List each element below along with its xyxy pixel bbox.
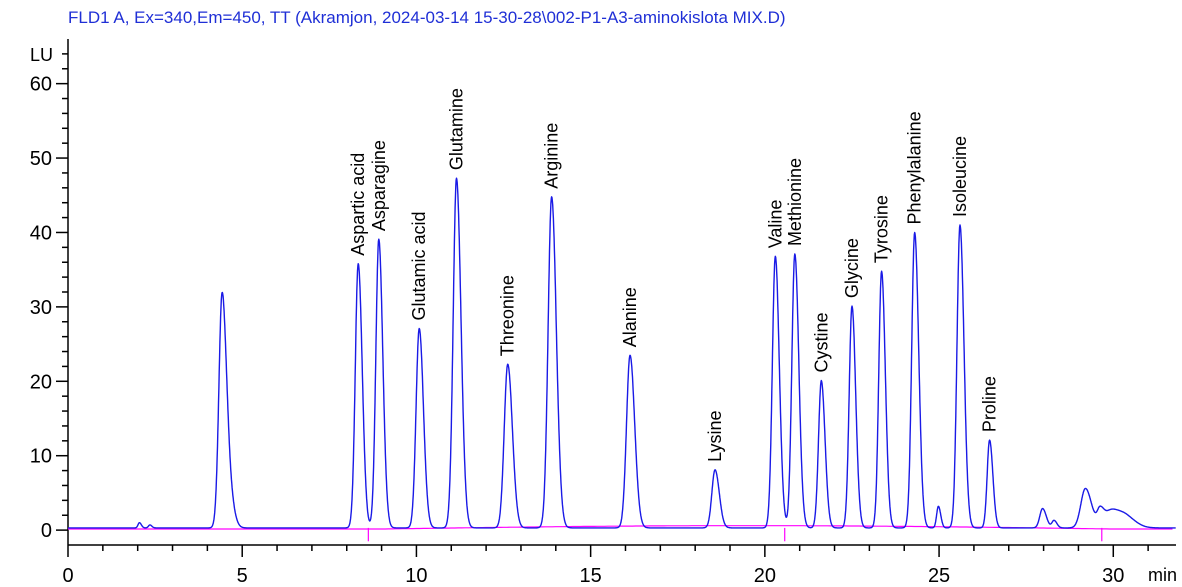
x-tick-label: 20 (754, 565, 776, 587)
x-tick-label: 30 (1102, 565, 1124, 587)
x-tick-label: 25 (928, 565, 950, 587)
peak-label: Isoleucine (950, 136, 970, 217)
peak-label: Cystine (811, 313, 831, 373)
peak-label: Glycine (842, 238, 862, 298)
x-tick-label: 0 (62, 565, 73, 587)
traces (67, 177, 1177, 542)
peak-label: Arginine (542, 123, 562, 189)
axes: 0 10 20 30 40 50 60 0 5 10 15 20 25 30 (30, 39, 1176, 587)
peak-label: Phenylalanine (905, 111, 925, 224)
peak-label: Methionine (785, 158, 805, 246)
chart-title: FLD1 A, Ex=340,Em=450, TT (Akramjon, 202… (68, 8, 786, 27)
peak-label: Threonine (498, 275, 518, 356)
x-tick-label: 10 (405, 565, 427, 587)
peak-label: Glutamic acid (409, 211, 429, 320)
peak-label: Glutamine (446, 88, 466, 170)
x-tick-label: 15 (580, 565, 602, 587)
peak-label: Valine (765, 200, 785, 249)
y-tick-label: 40 (30, 222, 52, 244)
signal-trace (67, 177, 1177, 529)
y-tick-label: 0 (41, 520, 52, 542)
peak-label: Alanine (620, 287, 640, 347)
x-tick-label: 5 (237, 565, 248, 587)
peak-label: Tyrosine (872, 195, 892, 263)
y-tick-label: 30 (30, 297, 52, 319)
peak-label: Proline (980, 376, 1000, 432)
peak-labels: Aspartic acid Asparagine Glutamic acid Glut… (348, 88, 999, 462)
y-tick-label: 20 (30, 371, 52, 393)
y-tick-label: 50 (30, 148, 52, 170)
y-tick-label: 60 (30, 74, 52, 96)
peak-label: Lysine (705, 410, 725, 461)
x-axis-unit-label: min (1148, 565, 1177, 585)
y-tick-label: 10 (30, 446, 52, 468)
peak-label: Aspartic acid (348, 153, 368, 256)
peak-label: Asparagine (369, 140, 389, 231)
y-axis-unit-label: LU (30, 45, 53, 65)
